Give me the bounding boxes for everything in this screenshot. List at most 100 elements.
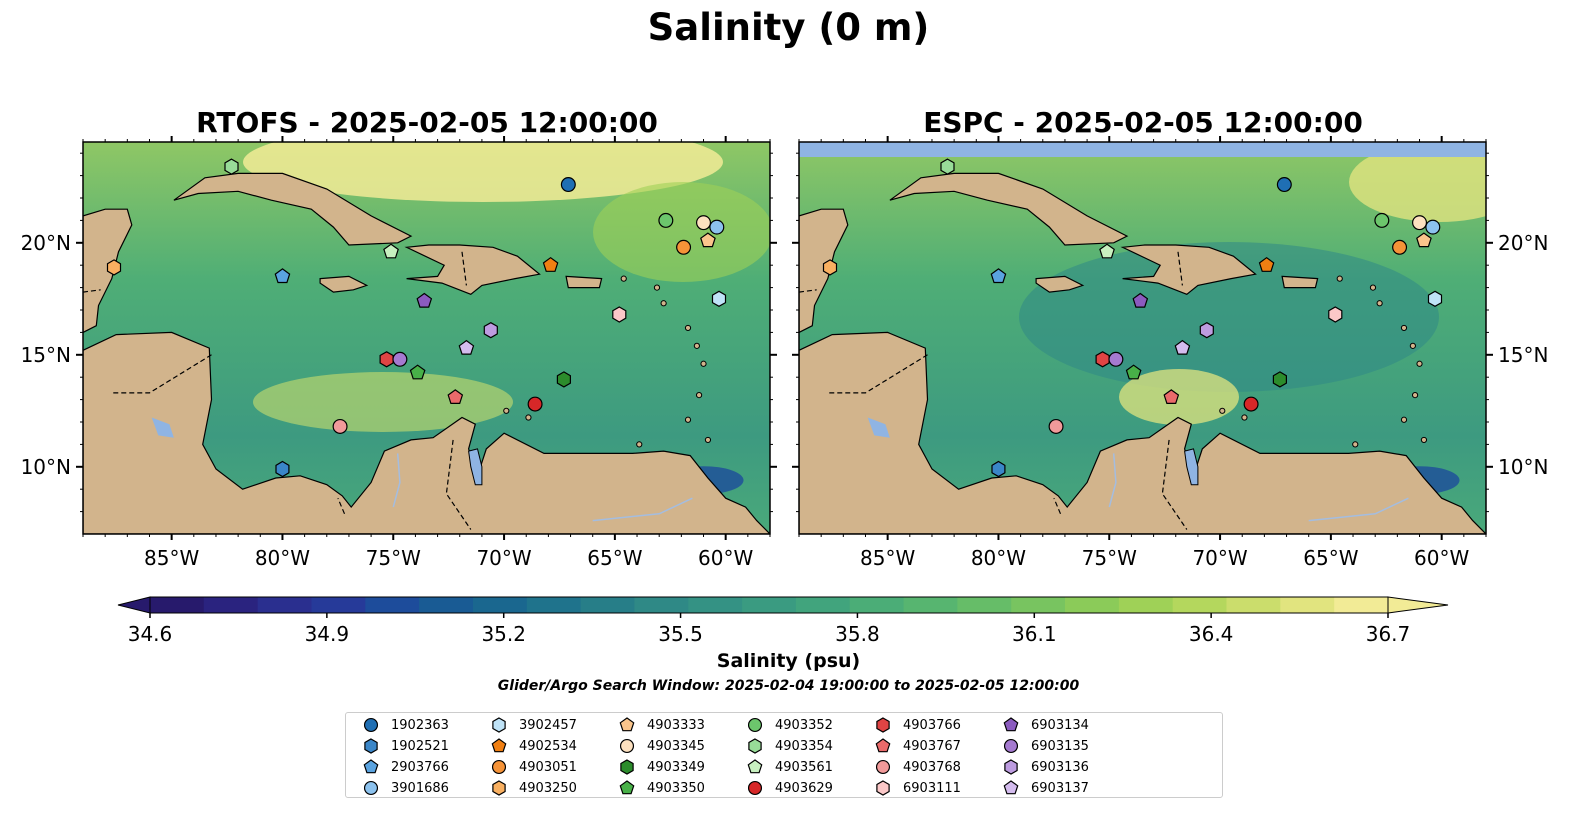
float-marker-4903250	[106, 259, 122, 276]
float-marker-2903766	[274, 268, 291, 284]
legend-item-6903135: 6903135	[1001, 736, 1089, 756]
country-border	[1161, 439, 1188, 530]
colorbar-tick-label: 35.5	[658, 622, 703, 646]
colorbar-segment	[580, 597, 635, 613]
float-marker-3901686	[1425, 219, 1441, 235]
float-marker-3902457	[711, 290, 727, 307]
legend-label: 4903767	[903, 738, 961, 754]
island	[620, 275, 627, 282]
island	[704, 436, 712, 444]
map-panels: 85°W 80°W 75°W 70°W 65°W 60°W 20°N 15°N 10°N 85°…	[21, 136, 1548, 570]
island	[525, 414, 532, 421]
figure-title: Salinity (0 m)	[647, 6, 930, 49]
legend-item-4903561: 4903561	[745, 757, 833, 777]
circle-marker-icon	[747, 780, 763, 796]
float-marker-4903766	[379, 351, 394, 368]
float-marker-4902534	[542, 256, 559, 272]
legend-label: 6903136	[1031, 759, 1089, 775]
colorbar-label: Salinity (psu)	[716, 650, 861, 672]
circle-marker-icon	[875, 759, 891, 775]
float-marker-4903350	[409, 364, 426, 380]
lake-nicaragua	[867, 417, 890, 438]
landmass-puertorico	[565, 275, 603, 289]
legend-label: 4903333	[647, 717, 705, 733]
legend-label: 6903135	[1031, 738, 1089, 754]
colorbar-segment	[311, 597, 366, 613]
colorbar-tick-label: 36.4	[1189, 622, 1234, 646]
colorbar-segment	[742, 597, 797, 613]
float-marker-6903111	[1328, 306, 1343, 323]
island	[1336, 275, 1343, 282]
pentagon-marker-icon	[491, 738, 507, 753]
colorbar-extend-low	[117, 596, 151, 614]
legend-label: 4903354	[775, 738, 833, 754]
float-marker-4903250	[822, 259, 838, 276]
landmass-hispaniola	[1120, 244, 1257, 295]
legend-label: 1902363	[391, 717, 449, 733]
hexagon-marker-icon	[876, 780, 890, 796]
legend-item-4902534: 4902534	[489, 736, 577, 756]
island	[1241, 414, 1248, 421]
float-marker-6903111	[612, 306, 627, 323]
legend-label: 4903051	[519, 759, 577, 775]
country-border	[827, 354, 928, 394]
float-marker-6903134	[416, 292, 433, 308]
float-marker-4903051	[676, 239, 692, 255]
colorbar-tick-label: 35.8	[835, 622, 880, 646]
landmass-hispaniola	[404, 244, 541, 295]
island	[660, 300, 667, 307]
hexagon-marker-icon	[1004, 759, 1018, 775]
lat-tick-label: 20°N	[1498, 231, 1548, 255]
float-marker-4903354	[224, 158, 239, 175]
no-data-band	[799, 142, 1486, 157]
map-frame	[82, 141, 771, 535]
legend-label: 4903349	[647, 759, 705, 775]
float-marker-1902363	[560, 177, 576, 193]
pentagon-marker-icon	[875, 738, 891, 753]
colorbar-segment	[634, 597, 689, 613]
panel-title-rtofs: RTOFS - 2025-02-05 12:00:00	[196, 106, 658, 139]
legend-item-4903349: 4903349	[617, 757, 705, 777]
lon-tick-label: 80°W	[971, 546, 1026, 570]
lat-tick-label: 15°N	[21, 343, 71, 367]
country-border	[461, 251, 467, 286]
float-marker-4903350	[1125, 364, 1142, 380]
float-marker-4903767	[447, 389, 464, 404]
lat-tick-label: 10°N	[21, 455, 71, 479]
colorbar-segment	[365, 597, 420, 613]
colorbar-segment	[849, 597, 905, 613]
river	[392, 453, 401, 508]
lon-tick-label: 60°W	[698, 546, 753, 570]
legend-label: 2903766	[391, 759, 449, 775]
lon-tick-label: 75°W	[1082, 546, 1137, 570]
lat-tick-label: 15°N	[1498, 343, 1548, 367]
float-marker-1902521	[991, 460, 1006, 478]
legend: 1902363 1902521 2903766 3901686 3902457 49025…	[345, 712, 1223, 798]
island	[1400, 324, 1408, 332]
legend-label: 4903350	[647, 780, 705, 796]
lat-tick-label: 10°N	[1498, 455, 1548, 479]
lon-tick-label: 75°W	[366, 546, 421, 570]
colorbar-extend-high	[1387, 596, 1449, 614]
float-marker-4903768	[332, 418, 348, 434]
float-marker-6903135	[1108, 351, 1124, 367]
country-border	[1177, 251, 1183, 286]
colorbar-segment	[526, 597, 582, 613]
colorbar: 34.6 34.9 35.2 35.5 35.8 36.1 36.4 36.7	[117, 596, 1449, 646]
float-marker-4903333	[700, 232, 716, 248]
pentagon-marker-icon	[619, 717, 635, 732]
island	[1352, 441, 1359, 448]
lon-tick-label: 70°W	[476, 546, 531, 570]
colorbar-segment	[419, 597, 474, 613]
colorbar-segment	[473, 597, 528, 613]
legend-label: 3901686	[391, 780, 449, 796]
colorbar-segment	[957, 597, 1012, 613]
float-marker-4903352	[1374, 212, 1390, 228]
map-frame	[798, 141, 1487, 535]
river	[1108, 453, 1117, 508]
colorbar-frame	[149, 596, 1389, 614]
float-marker-4903345	[696, 215, 712, 231]
island	[1409, 342, 1416, 349]
circle-marker-icon	[363, 717, 379, 733]
island	[1416, 360, 1423, 367]
